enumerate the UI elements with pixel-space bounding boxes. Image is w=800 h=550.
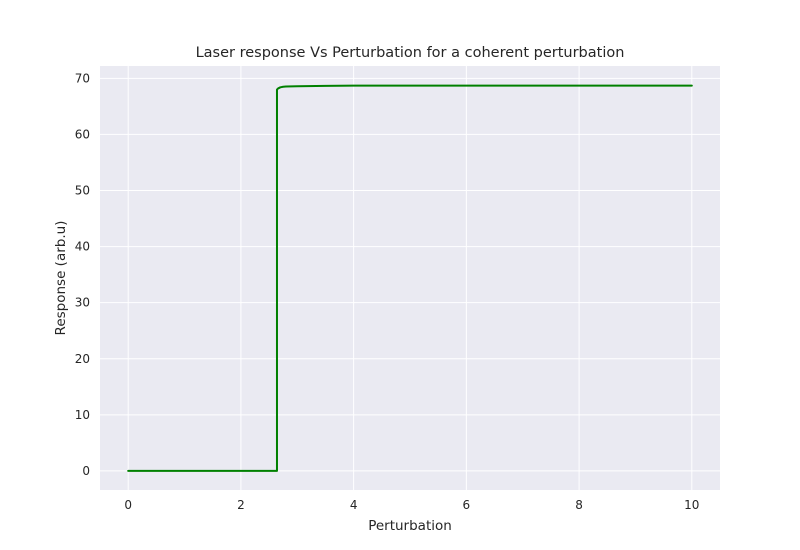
series-layer: [127, 84, 693, 472]
y-tick-label: 40: [75, 240, 90, 254]
x-tick-label: 6: [463, 498, 471, 512]
x-tick-label: 8: [575, 498, 583, 512]
y-tick-label: 60: [75, 127, 90, 141]
x-tick-label: 10: [684, 498, 699, 512]
x-tick-label: 0: [124, 498, 132, 512]
y-tick-label: 0: [82, 464, 90, 478]
x-tick-label: 4: [350, 498, 358, 512]
series-line: [127, 84, 693, 472]
x-axis-label: Perturbation: [368, 518, 452, 534]
y-tick-label: 50: [75, 184, 90, 198]
x-tick-label: 2: [237, 498, 245, 512]
x-tick-labels: 0 2 4 6 8 10: [124, 498, 699, 512]
y-tick-label: 30: [75, 296, 90, 310]
chart-title: Laser response Vs Perturbation for a coh…: [196, 45, 625, 61]
grid: [100, 66, 720, 490]
y-tick-label: 10: [75, 408, 90, 422]
y-axis-label: Response (arb.u): [53, 221, 69, 336]
plot-area: [100, 66, 720, 490]
y-tick-label: 70: [75, 71, 90, 85]
y-tick-label: 20: [75, 352, 90, 366]
y-tick-labels: 0 10 20 30 40 50 60 70: [75, 71, 90, 478]
